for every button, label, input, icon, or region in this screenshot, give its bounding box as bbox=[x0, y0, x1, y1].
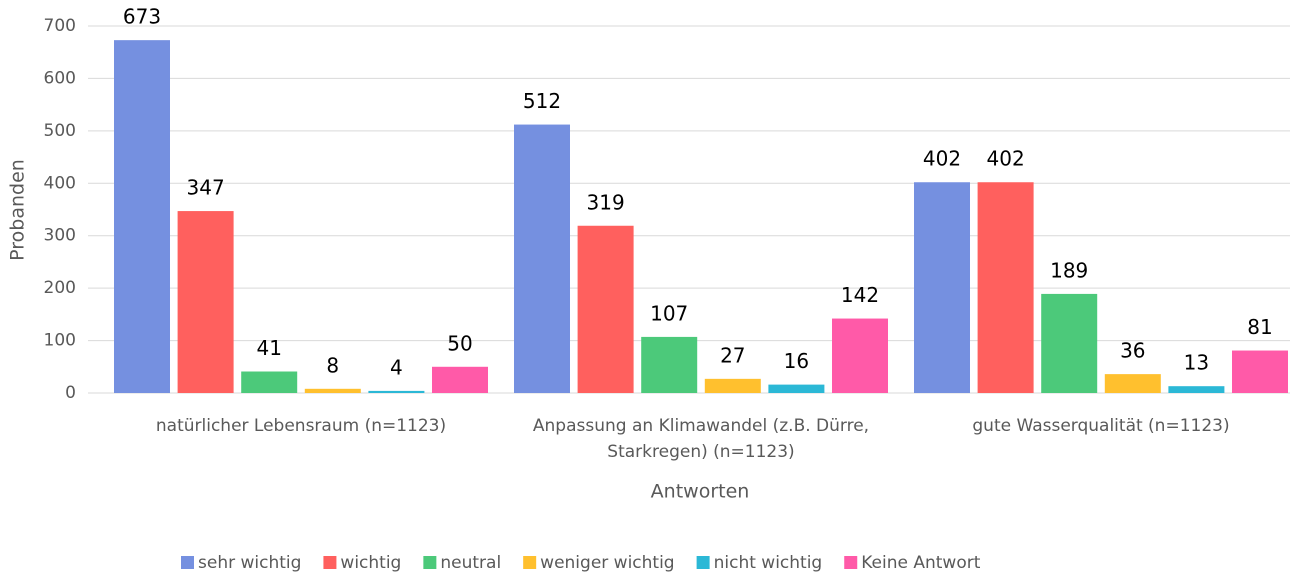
y-tick-label: 600 bbox=[44, 68, 76, 88]
data-label: 4 bbox=[390, 355, 403, 379]
bar bbox=[1232, 350, 1288, 393]
bar bbox=[1104, 374, 1161, 393]
bar bbox=[114, 40, 170, 394]
data-label: 189 bbox=[1050, 258, 1088, 282]
legend-swatch bbox=[696, 556, 710, 569]
data-label: 41 bbox=[256, 336, 281, 360]
x-tick-label: gute Wasserqualität (n=1123) bbox=[972, 416, 1229, 436]
bar bbox=[1041, 293, 1098, 393]
legend-swatch bbox=[423, 556, 437, 569]
bar bbox=[304, 388, 361, 393]
data-label: 402 bbox=[923, 147, 961, 171]
legend-label: wichtig bbox=[340, 553, 401, 573]
bar bbox=[641, 336, 698, 393]
legend-label: nicht wichtig bbox=[714, 553, 823, 573]
legend-swatch bbox=[323, 556, 337, 569]
bar bbox=[704, 378, 761, 393]
bar bbox=[241, 371, 298, 393]
data-label: 36 bbox=[1120, 339, 1145, 363]
bar bbox=[1168, 386, 1225, 393]
data-label: 81 bbox=[1247, 315, 1272, 339]
bar bbox=[368, 390, 425, 393]
y-tick-label: 500 bbox=[44, 121, 76, 141]
data-label: 347 bbox=[187, 176, 225, 200]
x-tick-label: natürlicher Lebensraum (n=1123) bbox=[156, 416, 446, 436]
x-tick-label: Anpassung an Klimawandel (z.B. Dürre, Sta… bbox=[533, 416, 869, 462]
legend-swatch bbox=[181, 556, 194, 569]
data-label: 27 bbox=[720, 343, 745, 367]
legend-label: neutral bbox=[440, 553, 501, 573]
bar bbox=[432, 366, 488, 393]
y-tick-label: 700 bbox=[44, 16, 76, 36]
x-axis-title: Antworten bbox=[651, 481, 750, 503]
data-label: 13 bbox=[1184, 351, 1209, 375]
data-label: 16 bbox=[784, 349, 809, 373]
legend-label: sehr wichtig bbox=[198, 553, 301, 573]
y-axis-title: Probanden bbox=[7, 159, 29, 261]
bar bbox=[768, 384, 825, 393]
data-label: 142 bbox=[841, 283, 879, 307]
legend-swatch bbox=[523, 556, 537, 569]
y-tick-label: 100 bbox=[44, 331, 76, 351]
data-label: 8 bbox=[326, 353, 339, 377]
y-tick-label: 200 bbox=[44, 278, 76, 298]
bar bbox=[514, 124, 570, 394]
data-label: 107 bbox=[650, 301, 688, 325]
bar bbox=[914, 182, 970, 393]
data-label: 319 bbox=[587, 190, 625, 214]
legend-label: weniger wichtig bbox=[540, 553, 674, 573]
bar bbox=[977, 182, 1034, 393]
data-label: 50 bbox=[447, 331, 472, 355]
data-label: 673 bbox=[123, 5, 161, 29]
data-label: 512 bbox=[523, 89, 561, 113]
y-tick-label: 0 bbox=[65, 383, 76, 403]
legend-label: Keine Antwort bbox=[861, 553, 980, 573]
data-label: 402 bbox=[987, 147, 1025, 171]
y-tick-label: 400 bbox=[44, 173, 76, 193]
bar bbox=[177, 211, 234, 393]
bar bbox=[832, 318, 888, 393]
y-tick-label: 300 bbox=[44, 226, 76, 246]
legend-swatch bbox=[844, 556, 858, 569]
bar bbox=[577, 225, 634, 393]
